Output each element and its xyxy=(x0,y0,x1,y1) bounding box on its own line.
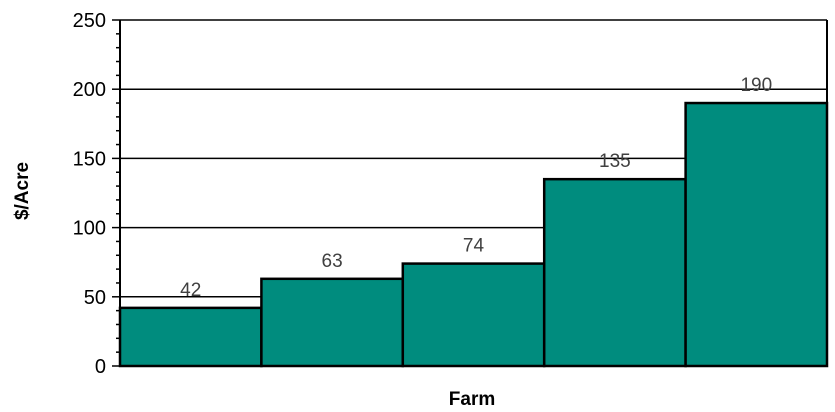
bars xyxy=(118,101,829,368)
y-tick-label: 250 xyxy=(73,10,106,32)
y-tick-label: 0 xyxy=(95,356,106,378)
data-label: 63 xyxy=(322,251,343,272)
bar xyxy=(401,262,546,368)
data-label: 74 xyxy=(463,236,485,257)
x-axis-title: Farm xyxy=(449,389,495,410)
y-axis-title: $/Acre xyxy=(12,162,33,220)
y-tick-label: 100 xyxy=(73,218,106,240)
bar xyxy=(684,101,829,368)
bar xyxy=(260,277,405,368)
bar xyxy=(542,177,687,368)
data-label: 42 xyxy=(180,280,201,301)
data-label: 135 xyxy=(599,151,631,172)
y-tick-label: 200 xyxy=(73,79,106,101)
axes: 0 50 100 150 200 250 xyxy=(73,10,828,378)
data-label: 190 xyxy=(740,75,772,96)
y-tick-label: 150 xyxy=(73,148,106,170)
data-labels: 42 63 74 135 190 xyxy=(180,75,772,301)
y-tick-label: 50 xyxy=(84,287,106,309)
bar xyxy=(118,306,263,368)
